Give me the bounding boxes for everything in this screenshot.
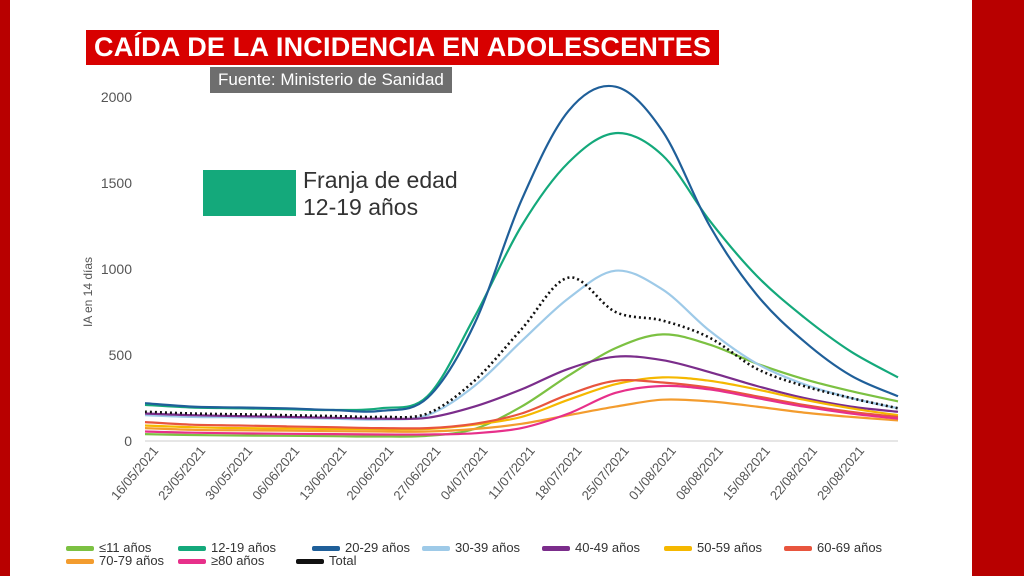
y-tick-label: 1000 xyxy=(101,261,132,277)
left-border xyxy=(0,0,10,576)
series-line-3 xyxy=(144,269,899,421)
legend-swatch xyxy=(178,546,206,552)
series-layer xyxy=(144,84,899,438)
legend-label: 40-49 años xyxy=(575,540,641,555)
legend-item: Total xyxy=(296,553,356,568)
highlight-line2: 12-19 años xyxy=(303,194,419,220)
x-tick-label: 11/07/2021 xyxy=(485,443,538,502)
legend-label: 12-19 años xyxy=(211,540,277,555)
highlight-line1: Franja de edad xyxy=(303,167,458,193)
x-tick-label: 01/08/2021 xyxy=(626,443,679,502)
legend-swatch xyxy=(66,559,94,565)
legend-label: Total xyxy=(329,553,357,568)
x-axis: 16/05/202123/05/202130/05/202106/06/2021… xyxy=(108,440,898,503)
x-tick-label: 18/07/2021 xyxy=(532,443,585,502)
legend-swatch xyxy=(422,546,450,552)
legend-item: 40-49 años xyxy=(542,540,640,555)
legend-label: 50-59 años xyxy=(697,540,763,555)
legend-swatch xyxy=(312,546,340,552)
x-tick-label: 30/05/2021 xyxy=(202,443,255,502)
legend-label: ≥80 años xyxy=(211,553,265,568)
legend-swatch xyxy=(296,559,324,565)
series-line-4 xyxy=(144,355,899,421)
legend-item: 12-19 años xyxy=(178,540,276,555)
legend-label: ≤11 años xyxy=(99,540,152,555)
legend-label: 30-39 años xyxy=(455,540,521,555)
highlight-swatch xyxy=(203,170,296,216)
series-line-6 xyxy=(144,378,899,430)
legend-swatch xyxy=(66,546,94,552)
x-tick-label: 29/08/2021 xyxy=(814,443,867,502)
x-tick-label: 13/06/2021 xyxy=(296,443,349,502)
headline: CAÍDA DE LA INCIDENCIA EN ADOLESCENTES xyxy=(86,30,720,65)
series-line-0 xyxy=(144,333,899,438)
legend-item: 60-69 años xyxy=(784,540,882,555)
y-tick-label: 500 xyxy=(109,347,133,363)
legend-item: 50-59 años xyxy=(664,540,762,555)
x-tick-label: 22/08/2021 xyxy=(767,443,820,502)
y-axis: 0 500 1000 1500 2000 xyxy=(101,89,132,449)
legend-swatch xyxy=(784,546,812,552)
x-tick-label: 25/07/2021 xyxy=(579,443,632,502)
source-label: Fuente: Ministerio de Sanidad xyxy=(210,67,452,93)
x-tick-label: 27/06/2021 xyxy=(390,443,443,502)
series-line-8 xyxy=(144,384,899,436)
legend-swatch xyxy=(542,546,570,552)
legend-swatch xyxy=(664,546,692,552)
x-tick-label: 08/08/2021 xyxy=(673,443,726,502)
legend-item: ≥80 años xyxy=(178,553,264,568)
x-tick-label: 20/06/2021 xyxy=(343,443,396,502)
chart-legend: ≤11 años 12-19 años 20-29 años 30-39 años 40… xyxy=(66,540,936,570)
series-line-2 xyxy=(144,84,899,413)
series-line-9 xyxy=(144,276,899,419)
legend-label: 60-69 años xyxy=(817,540,883,555)
legend-label: 70-79 años xyxy=(99,553,165,568)
legend-swatch xyxy=(178,559,206,565)
x-tick-label: 23/05/2021 xyxy=(155,443,208,502)
x-tick-label: 16/05/2021 xyxy=(108,443,161,502)
legend-item: ≤11 años xyxy=(66,540,151,555)
legend-item: 30-39 años xyxy=(422,540,520,555)
series-line-5 xyxy=(144,376,899,431)
x-tick-label: 06/06/2021 xyxy=(249,443,302,502)
legend-item: 20-29 años xyxy=(312,540,410,555)
y-tick-label: 1500 xyxy=(101,175,132,191)
series-line-7 xyxy=(144,398,899,433)
y-axis-label: IA en 14 días xyxy=(81,257,95,327)
legend-label: 20-29 años xyxy=(345,540,411,555)
legend-item: 70-79 años xyxy=(66,553,164,568)
x-tick-label: 04/07/2021 xyxy=(437,443,490,502)
y-tick-label: 0 xyxy=(124,433,132,449)
y-tick-label: 2000 xyxy=(101,89,132,105)
right-border xyxy=(972,0,1024,576)
x-tick-label: 15/08/2021 xyxy=(720,443,773,502)
